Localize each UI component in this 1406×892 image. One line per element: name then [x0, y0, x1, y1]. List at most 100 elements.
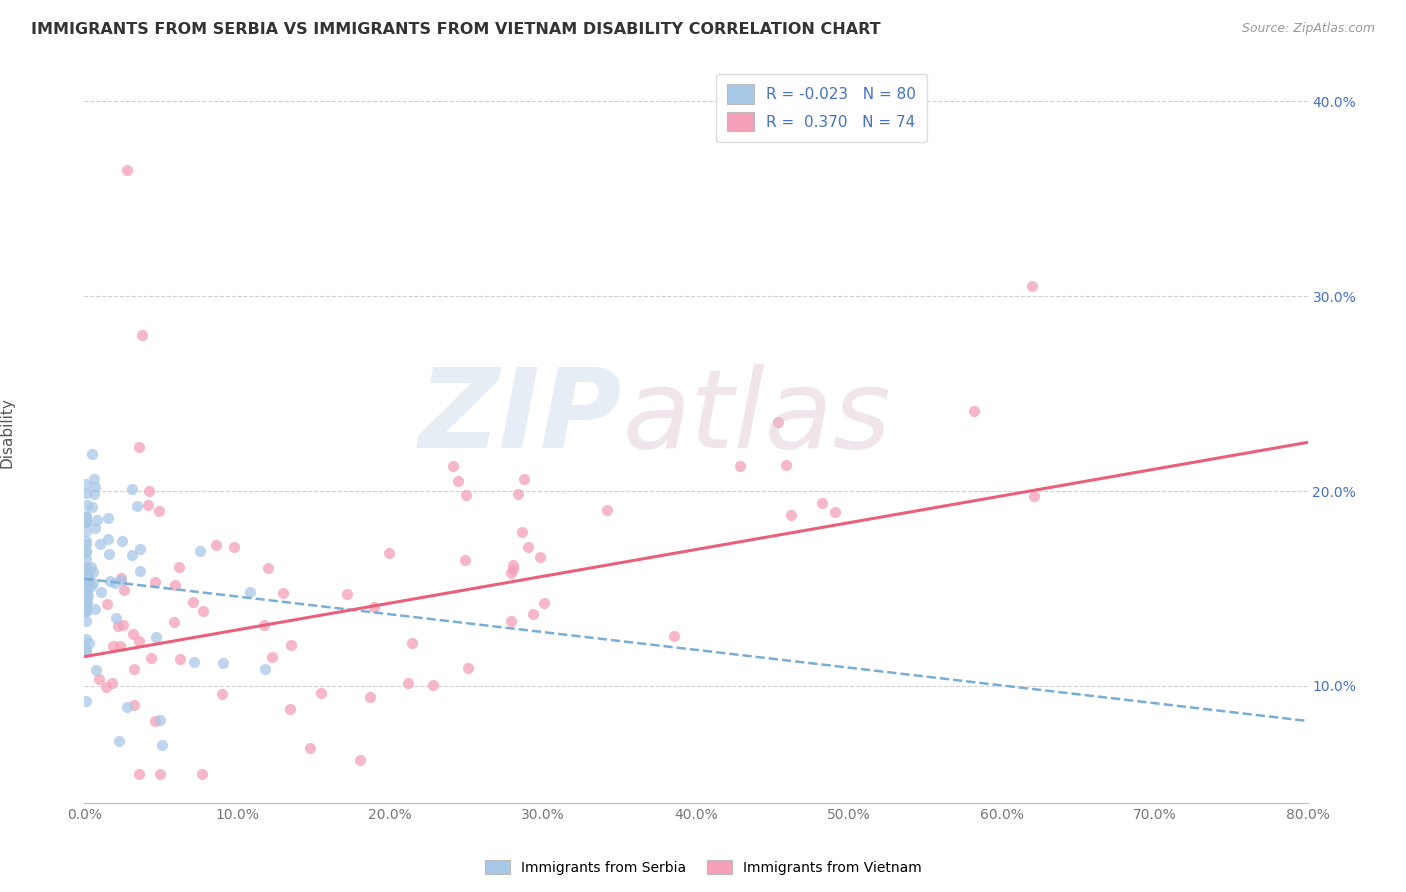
Point: [83, 472, 105, 486]
Point: [77, 574, 100, 588]
Point: [212, 657, 235, 671]
Point: [128, 634, 150, 648]
Point: [75, 596, 97, 610]
Text: atlas: atlas: [623, 364, 891, 471]
Point: [75, 514, 97, 528]
Point: [122, 698, 145, 712]
Point: [76, 595, 98, 609]
Point: [75, 563, 97, 577]
Text: Source: ZipAtlas.com: Source: ZipAtlas.com: [1241, 22, 1375, 36]
Point: [75, 544, 97, 558]
Point: [75, 486, 97, 500]
Point: [363, 599, 385, 614]
Point: [775, 458, 797, 473]
Point: [456, 488, 478, 502]
Point: [128, 441, 150, 455]
Point: [262, 650, 284, 665]
Point: [107, 619, 129, 633]
Point: [110, 573, 132, 587]
Point: [108, 734, 131, 748]
Point: [136, 498, 159, 512]
Point: [75, 508, 97, 523]
Text: IMMIGRANTS FROM SERBIA VS IMMIGRANTS FROM VIETNAM DISABILITY CORRELATION CHART: IMMIGRANTS FROM SERBIA VS IMMIGRANTS FRO…: [31, 22, 880, 37]
Point: [97, 547, 120, 561]
Point: [121, 548, 143, 562]
Point: [149, 766, 172, 780]
Point: [75, 580, 97, 594]
Point: [75, 514, 97, 528]
Point: [75, 599, 97, 614]
Point: [96, 680, 118, 694]
Legend: R = -0.023   N = 80, R =  0.370   N = 74: R = -0.023 N = 80, R = 0.370 N = 74: [716, 74, 927, 142]
Point: [138, 483, 160, 498]
Point: [82, 565, 104, 579]
Y-axis label: Disability: Disability: [0, 397, 15, 468]
Point: [76, 590, 98, 604]
Point: [98, 574, 121, 588]
Point: [278, 702, 301, 716]
Point: [75, 510, 97, 524]
Point: [298, 741, 321, 756]
Point: [84, 480, 107, 494]
Point: [810, 496, 832, 510]
Point: [75, 615, 97, 629]
Point: [82, 500, 104, 514]
Point: [499, 566, 522, 580]
Point: [131, 328, 153, 343]
Point: [506, 486, 529, 500]
Point: [457, 661, 479, 675]
Point: [163, 615, 186, 630]
Point: [963, 403, 986, 417]
Point: [80, 447, 103, 461]
Point: [75, 599, 97, 614]
Point: [163, 578, 186, 592]
Point: [779, 508, 801, 523]
Point: [128, 541, 150, 556]
Point: [112, 618, 135, 632]
Point: [75, 632, 97, 646]
Point: [188, 544, 211, 558]
Point: [766, 415, 789, 429]
Point: [97, 532, 120, 546]
Point: [90, 585, 112, 599]
Point: [76, 498, 98, 512]
Point: [271, 586, 294, 600]
Point: [502, 558, 524, 573]
Point: [76, 562, 98, 576]
Point: [280, 638, 302, 652]
Point: [359, 690, 381, 704]
Point: [75, 551, 97, 566]
Point: [150, 738, 173, 752]
Point: [447, 474, 470, 488]
Point: [145, 630, 167, 644]
Point: [121, 482, 143, 496]
Point: [529, 550, 551, 565]
Point: [77, 568, 100, 582]
Point: [75, 515, 97, 529]
Point: [75, 603, 97, 617]
Point: [75, 579, 97, 593]
Point: [75, 577, 97, 591]
Point: [121, 627, 143, 641]
Point: [75, 534, 97, 549]
Point: [103, 576, 125, 591]
Point: [77, 636, 100, 650]
Point: [80, 559, 103, 574]
Point: [115, 162, 138, 177]
Point: [111, 534, 134, 549]
Point: [149, 713, 172, 727]
Point: [204, 538, 226, 552]
Point: [257, 560, 280, 574]
Point: [169, 651, 191, 665]
Point: [75, 560, 97, 574]
Point: [112, 583, 135, 598]
Point: [75, 537, 97, 551]
Point: [441, 459, 464, 474]
Point: [75, 693, 97, 707]
Point: [75, 477, 97, 491]
Point: [86, 513, 108, 527]
Legend: Immigrants from Serbia, Immigrants from Vietnam: Immigrants from Serbia, Immigrants from …: [479, 855, 927, 880]
Point: [510, 524, 533, 539]
Point: [401, 636, 423, 650]
Point: [502, 562, 524, 576]
